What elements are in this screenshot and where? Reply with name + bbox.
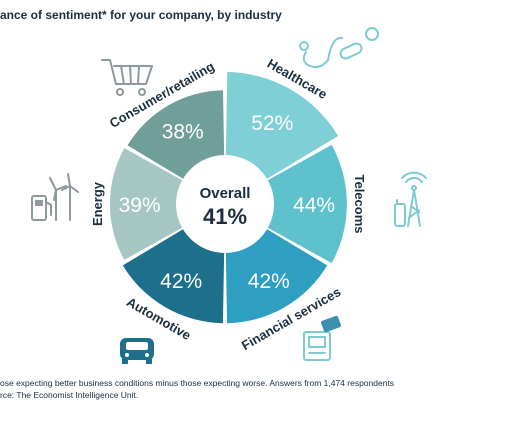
atm-card-icon (303, 315, 341, 361)
value-label-financial-services: 42% (248, 270, 290, 293)
category-label-telecoms: Telecoms (352, 174, 367, 233)
footnote: ose expecting better business conditions… (0, 377, 394, 401)
shopping-cart-icon (101, 59, 153, 96)
overall-value: 41% (203, 204, 247, 229)
value-label-energy: 39% (119, 194, 161, 217)
overall-circle (176, 155, 274, 253)
value-label-healthcare: 52% (251, 112, 293, 135)
value-label-automotive: 42% (160, 270, 202, 293)
fuel-wind-turbine-icon (31, 173, 79, 221)
slice-energy (109, 148, 225, 260)
value-label-telecoms: 44% (293, 194, 335, 217)
car-icon (120, 338, 154, 364)
chart-title: ance of sentiment* for your company, by … (0, 8, 282, 22)
footnote-line-1: ose expecting better business conditions… (0, 378, 395, 388)
value-label-consumer-retailing: 38% (162, 121, 204, 144)
category-label-energy: Energy (90, 181, 105, 226)
footnote-line-2: rce: The Economist Intelligence Unit. (0, 390, 139, 400)
stethoscope-pills-icon (299, 27, 379, 69)
slice-telecoms (225, 144, 347, 264)
radio-tower-phone-icon (394, 171, 427, 227)
overall-label: Overall (200, 185, 251, 202)
